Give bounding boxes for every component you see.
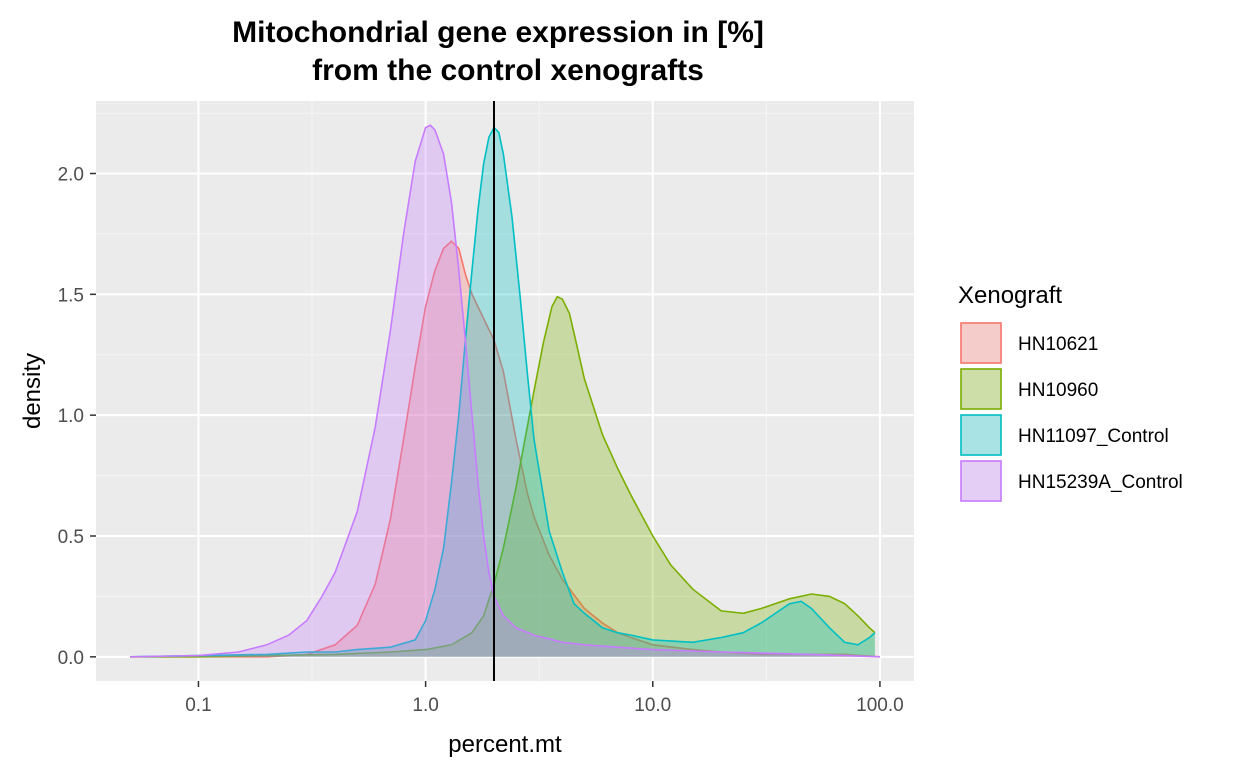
legend-label: HN11097_Control [1018, 426, 1169, 447]
density-area [130, 296, 875, 657]
plot-panel [96, 101, 914, 681]
legend: HN10621 HN10960 HN11097_Control HN15239A_Co… [960, 322, 1183, 502]
x-tick-label: 100.0 [856, 695, 904, 716]
density-area [130, 241, 880, 657]
legend-item-HN10960: HN10960 [960, 368, 1098, 410]
density-series [130, 124, 880, 658]
minor-gridlines [96, 101, 914, 681]
chart-title-line1: Mitochondrial gene expression in [%] [232, 16, 764, 49]
x-tick-label: 0.1 [185, 695, 211, 716]
x-axis-ticks: 0.1 1.0 10.0 100.0 [185, 681, 904, 716]
density-line [130, 295, 876, 658]
density-line [130, 126, 876, 658]
x-tick-label: 1.0 [412, 695, 438, 716]
legend-item-HN15239A_Control: HN15239A_Control [960, 460, 1183, 502]
legend-key [960, 414, 1002, 456]
y-tick-label: 2.0 [58, 165, 84, 186]
legend-label: HN15239A_Control [1018, 472, 1183, 493]
legend-key-bg [960, 460, 1002, 502]
y-axis-title: density [19, 353, 46, 429]
legend-item-HN11097_Control: HN11097_Control [960, 414, 1169, 456]
y-tick-label: 0.5 [58, 527, 84, 548]
x-tick-label: 10.0 [634, 695, 671, 716]
series-HN11097_Control [130, 126, 876, 658]
y-tick-label: 1.5 [58, 285, 84, 306]
legend-key-bg [960, 414, 1002, 456]
x-axis-title: percent.mt [448, 731, 562, 758]
legend-key [960, 460, 1002, 502]
y-tick-label: 1.0 [58, 406, 84, 427]
major-gridlines [96, 101, 914, 681]
legend-title: Xenograft [958, 282, 1062, 309]
legend-key [960, 368, 1002, 410]
legend-label: HN10960 [1018, 380, 1098, 401]
y-axis-ticks: 0.0 0.5 1.0 1.5 2.0 [58, 165, 96, 669]
legend-key [960, 322, 1002, 364]
legend-item-HN10621: HN10621 [960, 322, 1098, 364]
chart-title-line2: from the control xenografts [312, 54, 704, 87]
series-HN10621 [130, 240, 880, 658]
series-HN10960 [130, 295, 876, 658]
series-HN15239A_Control [130, 124, 880, 658]
legend-key-bg [960, 368, 1002, 410]
density-area [130, 127, 875, 657]
density-line [130, 240, 880, 658]
density-line [130, 124, 880, 658]
legend-label: HN10621 [1018, 334, 1098, 355]
legend-key-bg [960, 322, 1002, 364]
y-tick-label: 0.0 [58, 648, 84, 669]
